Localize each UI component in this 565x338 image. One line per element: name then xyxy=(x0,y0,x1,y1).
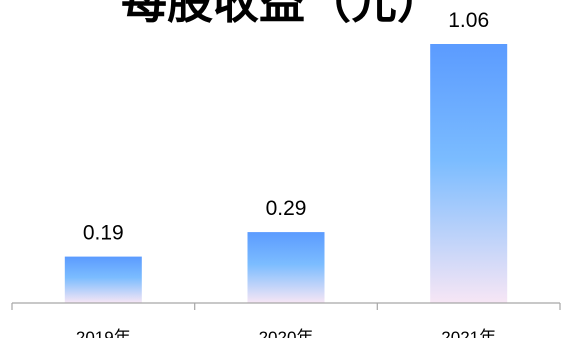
value-label-2020年: 0.29 xyxy=(266,197,307,220)
value-labels-group: 0.19 0.29 1.06 xyxy=(83,9,489,245)
x-axis-ticks xyxy=(11,303,561,310)
bar-2020年 xyxy=(247,232,325,303)
value-label-2021年: 1.06 xyxy=(448,9,489,32)
x-tick-label-2021年: 2021年 xyxy=(441,328,496,338)
bar-2021年 xyxy=(430,44,508,303)
x-axis-tick-labels: 2019年 2020年 2021年 xyxy=(76,328,496,338)
chart-title: 每股收益（元） xyxy=(121,0,443,29)
x-tick-label-2019年: 2019年 xyxy=(76,328,131,338)
bar-2019年 xyxy=(64,256,142,303)
value-label-2019年: 0.19 xyxy=(83,222,124,245)
x-tick-label-2020年: 2020年 xyxy=(259,328,314,338)
bars-group xyxy=(64,44,508,303)
